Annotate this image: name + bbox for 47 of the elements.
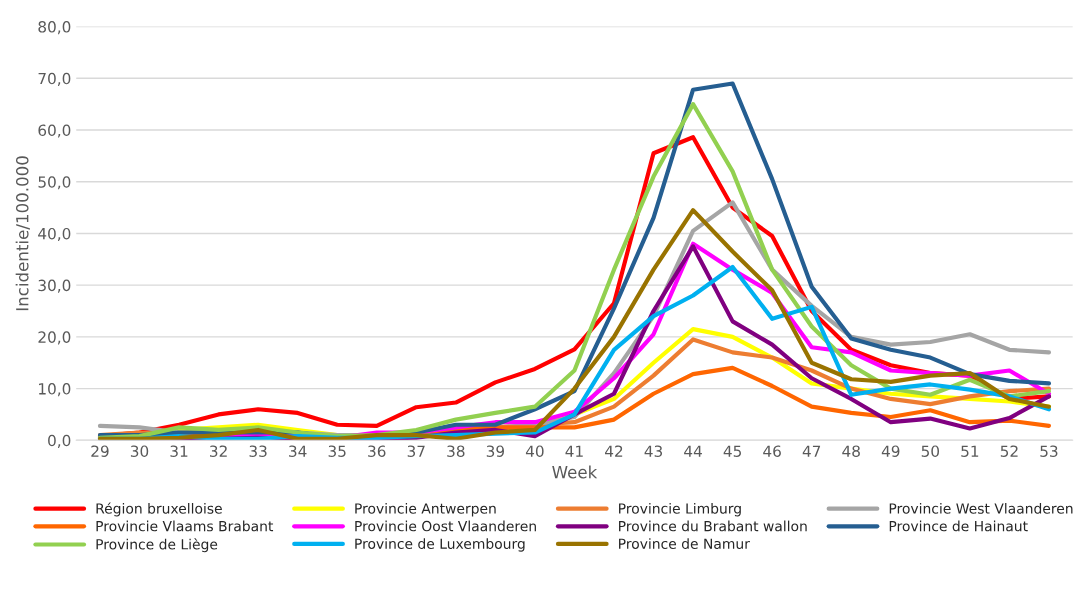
x-tick-label: 30 xyxy=(130,445,149,457)
x-tick-label: 44 xyxy=(684,445,702,457)
x-tick-label: 42 xyxy=(605,445,623,457)
y-tick-label: 70,0 xyxy=(38,72,71,86)
legend-label: Provincie Vlaams Brabant xyxy=(96,520,274,532)
x-tick-label: 46 xyxy=(763,445,781,457)
x-tick-label: 34 xyxy=(289,445,307,457)
legend-label: Provincie Antwerpen xyxy=(355,502,496,517)
legend-label: Provincie Limburg xyxy=(619,502,741,517)
x-tick-label: 37 xyxy=(407,445,425,457)
legend-label: Province du Brabant wallon xyxy=(619,520,807,532)
x-tick-label: 41 xyxy=(565,445,583,457)
legend-label: Provincie West Vlaanderen xyxy=(889,502,1073,514)
y-tick-label: 30,0 xyxy=(38,279,71,293)
y-tick-label: 80,0 xyxy=(38,21,71,35)
y-tick-label: 50,0 xyxy=(38,176,71,190)
legend-label: Province de Liège xyxy=(96,538,218,553)
x-tick-label: 53 xyxy=(1040,445,1058,457)
y-tick-label: 0,0 xyxy=(48,434,71,448)
x-tick-label: 29 xyxy=(91,445,109,457)
x-tick-label: 52 xyxy=(1000,445,1018,457)
x-tick-label: 36 xyxy=(368,445,386,457)
x-tick-label: 51 xyxy=(961,445,979,457)
x-tick-label: 50 xyxy=(921,445,940,457)
x-tick-label: 39 xyxy=(486,445,505,457)
legend-label: Provincie Oost Vlaanderen xyxy=(355,520,536,532)
y-tick-label: 20,0 xyxy=(38,331,71,345)
y-axis-title: Incidentie/100.000 xyxy=(15,156,30,311)
x-tick-label: 38 xyxy=(447,445,465,457)
x-tick-label: 49 xyxy=(881,445,900,457)
x-tick-label: 31 xyxy=(170,445,188,457)
y-tick-label: 40,0 xyxy=(38,227,71,242)
x-tick-label: 47 xyxy=(802,445,821,457)
legend-label: Province de Luxembourg xyxy=(355,538,525,552)
legend-label: Région bruxelloise xyxy=(96,502,222,517)
x-tick-label: 32 xyxy=(210,445,227,457)
y-tick-label: 10,0 xyxy=(39,383,71,397)
x-tick-label: 45 xyxy=(723,445,741,457)
x-tick-label: 48 xyxy=(842,445,860,457)
x-tick-label: 33 xyxy=(249,445,267,457)
x-axis-title: Week xyxy=(552,465,598,479)
y-tick-label: 60,0 xyxy=(38,124,71,138)
x-tick-label: 40 xyxy=(525,445,544,457)
x-tick-label: 35 xyxy=(328,445,346,457)
legend-label: Province de Hainaut xyxy=(889,520,1028,532)
x-tick-label: 43 xyxy=(644,445,663,457)
legend-label: Province de Namur xyxy=(619,538,750,549)
